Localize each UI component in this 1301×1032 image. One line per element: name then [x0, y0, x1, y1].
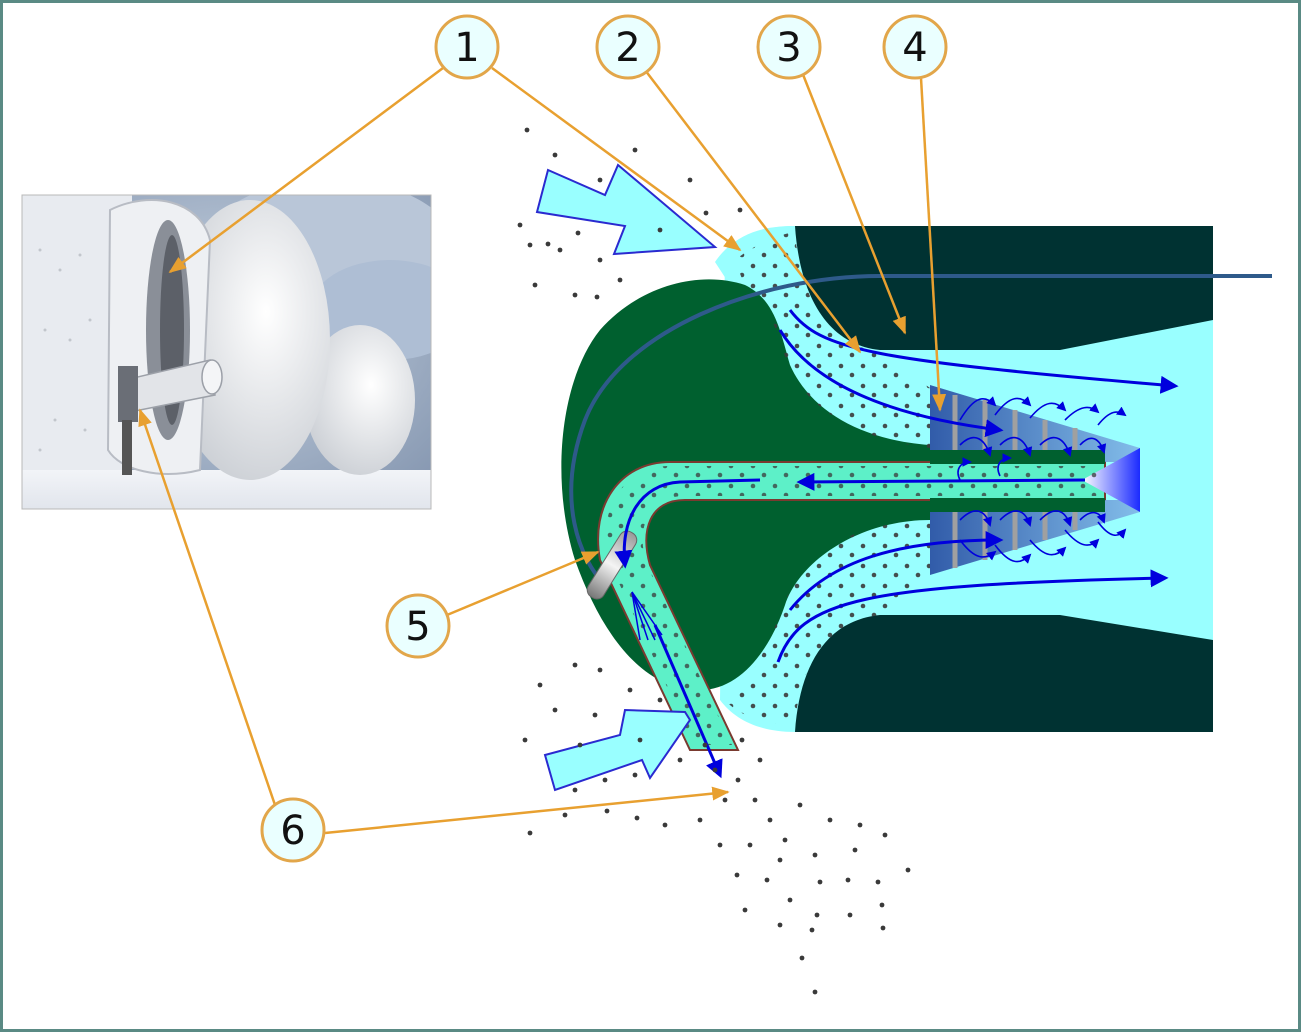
callout-1-label: 1 [454, 25, 479, 71]
callout-5: 5 [385, 593, 451, 659]
callout-4: 4 [882, 14, 948, 80]
inflow-arrow-top [535, 163, 718, 256]
callout-5-label: 5 [405, 604, 430, 650]
nose-cone [1082, 448, 1140, 512]
callout-3-label: 3 [776, 25, 801, 71]
engine-shaft-line [569, 274, 1272, 587]
callout-2-label: 2 [615, 25, 640, 71]
callout-6: 6 [260, 797, 326, 863]
callout-2: 2 [595, 14, 661, 80]
callout-3: 3 [756, 14, 822, 80]
inflow-arrow-bottom [543, 708, 692, 792]
particles [517, 127, 911, 995]
callout-6-label: 6 [280, 808, 305, 854]
photo-inset [22, 195, 431, 509]
callout-1: 1 [434, 14, 500, 80]
airflow-arrows [614, 309, 1179, 779]
leader-lines [138, 66, 947, 835]
callout-4-label: 4 [902, 25, 927, 71]
